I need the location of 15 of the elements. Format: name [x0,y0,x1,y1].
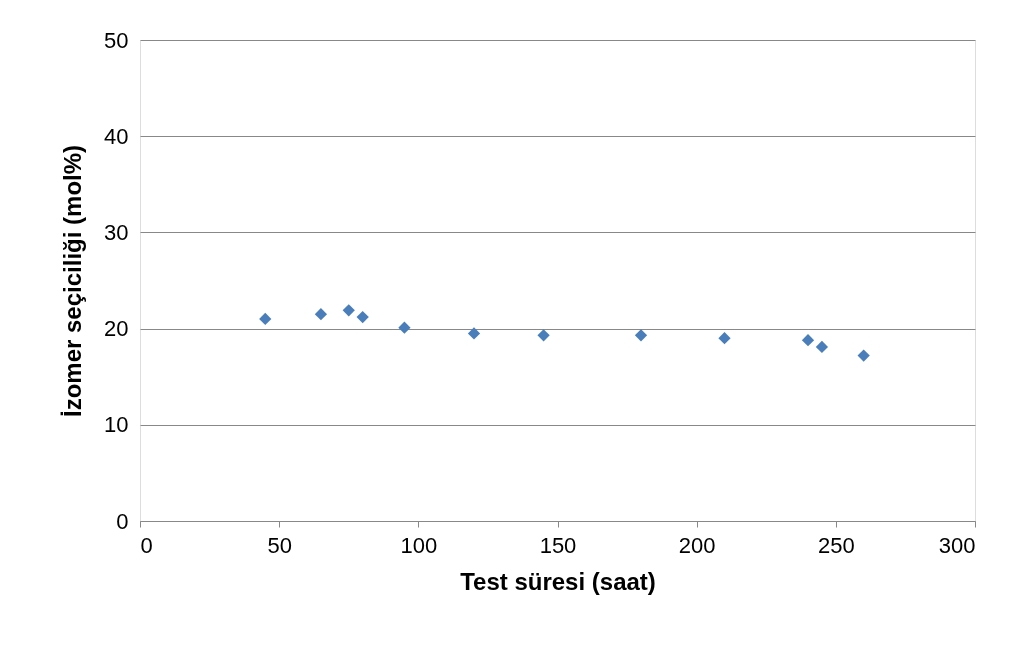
x-tick-label: 50 [267,532,292,558]
y-tick-label: 0 [116,508,129,534]
y-axis-title: İzomer seçiciliği (mol%) [59,144,87,418]
y-tick-label: 40 [104,123,129,149]
x-tick-label: 0 [140,532,153,558]
x-tick-label: 200 [678,532,716,558]
y-tick-label: 20 [104,316,129,342]
y-tick-label: 50 [104,27,129,53]
x-tick-label: 100 [400,532,438,558]
x-axis-title: Test süresi (saat) [460,567,656,595]
x-tick-label: 150 [539,532,577,558]
x-tick-label: 300 [938,532,976,558]
x-tick-label: 250 [817,532,855,558]
y-tick-label: 30 [104,219,129,245]
y-tick-label: 10 [104,412,129,438]
